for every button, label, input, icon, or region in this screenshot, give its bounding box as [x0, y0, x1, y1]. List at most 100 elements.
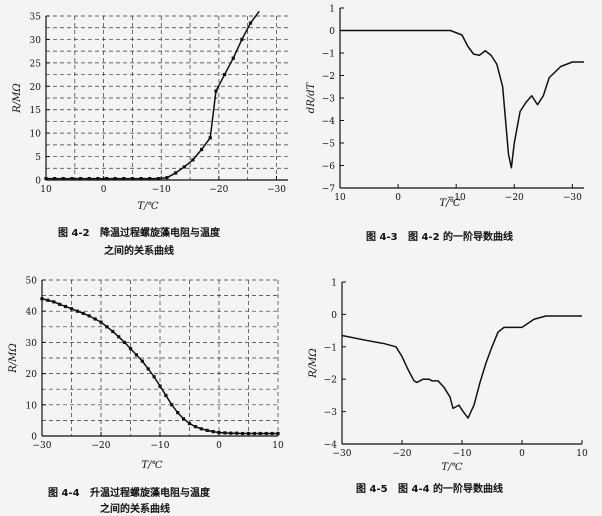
x-tick-label: 10: [40, 185, 52, 195]
data-point: [199, 147, 204, 152]
chart-cooling-resistance: 0 5 10 15 20 25 30 35 10 0 −10 −20 −30 T/℃ R/MΩ: [0, 0, 300, 215]
data-point: [223, 431, 227, 435]
caption-fig-4-4-line2: 之间的关系曲线: [100, 504, 170, 515]
caption-fig-4-4-number: 图 4-4: [48, 488, 80, 499]
y-tick-label: 50: [26, 277, 38, 287]
data-point: [193, 425, 197, 429]
series-group: [341, 315, 582, 419]
y-tick-label: −2: [322, 72, 335, 82]
data-point: [217, 430, 221, 435]
x-axis-label: T/℃: [441, 462, 462, 473]
y-tick-label: −7: [322, 185, 336, 195]
data-point: [241, 431, 245, 436]
y-axis-label: R/MΩ: [12, 83, 23, 113]
data-point: [87, 176, 91, 181]
data-point: [252, 431, 256, 436]
data-point: [235, 431, 239, 435]
y-tick-label: 15: [30, 106, 42, 116]
data-point: [87, 314, 91, 318]
data-point: [174, 171, 178, 175]
y-tick-label: −4: [322, 117, 336, 127]
y-tick-label: 10: [26, 401, 38, 411]
data-point: [140, 359, 144, 363]
data-point: [146, 367, 150, 371]
x-tick-label: 10: [272, 441, 284, 451]
x-tick-label: −10: [447, 193, 466, 203]
caption-fig-4-3: 图 4-3 图 4-2 的一阶导数曲线: [366, 228, 513, 243]
data-point: [187, 421, 192, 426]
x-tick-label: −10: [151, 441, 170, 451]
caption-fig-4-2: 图 4-2 降温过程螺旋藻电阻与温度: [58, 224, 220, 239]
caption-fig-4-3-line1: 图 4-2 的一阶导数曲线: [408, 232, 514, 243]
data-point: [208, 136, 212, 140]
data-point: [276, 431, 280, 436]
x-tick-label: 10: [334, 193, 346, 203]
caption-fig-4-2-line1: 降温过程螺旋藻电阻与温度: [100, 228, 221, 239]
y-tick-label: −2: [324, 376, 337, 386]
y-tick-label: 10: [30, 130, 42, 140]
y-tick-label: 0: [331, 311, 337, 321]
data-point: [182, 417, 186, 421]
y-tick-label: −5: [322, 140, 336, 150]
caption-fig-4-5: 图 4-5 图 4-4 的一阶导数曲线: [356, 480, 503, 495]
data-point: [117, 335, 121, 339]
data-point: [139, 176, 143, 181]
data-point: [123, 340, 127, 344]
data-point: [78, 176, 83, 181]
y-tick-label: 30: [26, 339, 38, 349]
data-point: [99, 320, 103, 324]
caption-fig-4-4-cont: 之间的关系曲线: [100, 500, 170, 515]
data-point: [182, 165, 186, 169]
caption-fig-4-2-cont: 之间的关系曲线: [104, 242, 174, 257]
x-tick-label: 0: [216, 441, 222, 451]
data-point: [113, 176, 117, 181]
series-line: [46, 10, 260, 180]
data-point: [231, 56, 235, 60]
x-tick-label: −10: [453, 449, 472, 459]
x-tick-label: −20: [393, 449, 412, 459]
y-tick-label: −3: [324, 408, 338, 418]
x-tick-label: −30: [33, 441, 52, 451]
x-tick-label: −20: [505, 193, 524, 203]
data-point: [58, 302, 62, 306]
x-tick-label: 0: [101, 185, 107, 195]
data-point: [165, 176, 169, 180]
data-point: [111, 329, 115, 334]
caption-fig-4-4: 图 4-4 升温过程螺旋藻电阻与温度: [48, 484, 210, 499]
chart-heating-derivative-svg: 10−1−2−3−4−30 −20 −10 0 10T/℃R/MΩ: [308, 279, 588, 474]
chart-heating-derivative: 1 0 −1 −2 −3 −4 −30 −20 −10 0 10 T/℃ R/MΩ: [300, 268, 602, 478]
caption-fig-4-2-number: 图 4-2: [58, 228, 90, 239]
x-axis-label: T/℃: [141, 460, 162, 471]
data-point: [53, 176, 57, 181]
chart-heating-resistance-svg: 0 10 20 30 40 50 −30 −20 −10 0 10 T/℃ R/MΩ: [8, 277, 284, 472]
caption-fig-4-4-line1: 升温过程螺旋藻电阻与温度: [90, 488, 211, 499]
data-point: [52, 300, 56, 304]
y-axis-label: dR/dT: [306, 81, 317, 113]
caption-fig-4-3-number: 图 4-3: [366, 232, 398, 243]
chart-cooling-derivative: 1 0 −1 −2 −3 −4 −5 −6 −7 10 0 −10 −20 −30 T/℃ dR/dT: [300, 0, 602, 215]
y-tick-label: 20: [30, 83, 42, 93]
caption-fig-4-2-line2: 之间的关系曲线: [104, 246, 174, 257]
x-tick-label: 0: [395, 193, 401, 203]
y-tick-label: 1: [331, 279, 337, 289]
data-point: [122, 176, 126, 181]
y-tick-label: 5: [35, 153, 41, 163]
y-tick-label: 1: [329, 5, 335, 15]
x-tick-label: 0: [519, 449, 525, 459]
data-point: [93, 317, 97, 321]
series-line: [341, 315, 582, 419]
data-point: [223, 72, 227, 77]
y-tick-label: 35: [30, 13, 42, 23]
y-tick-label: 0: [329, 27, 335, 37]
data-point: [61, 176, 65, 181]
x-tick-label: −30: [563, 193, 582, 203]
data-point: [264, 431, 268, 436]
data-point: [134, 353, 138, 357]
data-point: [164, 393, 168, 398]
data-point: [75, 309, 79, 313]
data-point: [128, 347, 133, 351]
data-point: [96, 176, 100, 181]
y-tick-label: −6: [322, 162, 336, 172]
data-point: [211, 430, 215, 434]
data-point: [199, 427, 203, 431]
